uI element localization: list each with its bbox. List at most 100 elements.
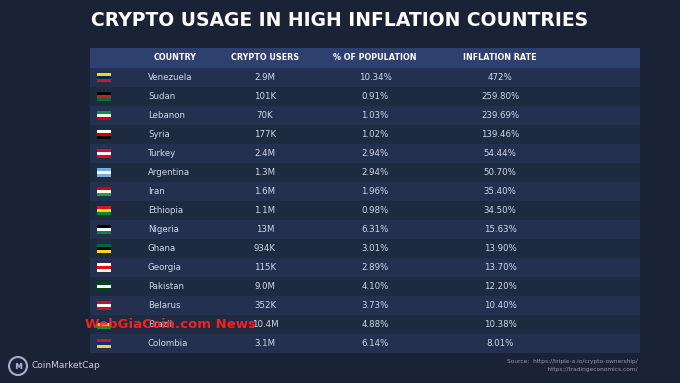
Text: Georgia: Georgia — [148, 263, 182, 272]
Text: 2.4M: 2.4M — [254, 149, 275, 158]
Bar — [97, 320, 111, 323]
Text: 2.9M: 2.9M — [254, 73, 275, 82]
Text: 0.98%: 0.98% — [361, 206, 389, 215]
Bar — [97, 98, 111, 101]
Bar — [97, 190, 111, 193]
Bar — [97, 209, 111, 212]
Text: Brazil: Brazil — [148, 320, 172, 329]
Text: 177K: 177K — [254, 130, 276, 139]
Text: Ghana: Ghana — [148, 244, 176, 253]
Bar — [97, 114, 111, 117]
Text: 34.50%: 34.50% — [483, 206, 516, 215]
Text: 2.89%: 2.89% — [361, 263, 389, 272]
Text: Venezuela: Venezuela — [148, 73, 192, 82]
Bar — [90, 163, 640, 182]
Bar — [90, 106, 640, 125]
Text: 10.40%: 10.40% — [483, 301, 516, 310]
Text: ᴍ: ᴍ — [14, 361, 22, 371]
Bar — [97, 288, 111, 291]
Bar — [90, 296, 640, 315]
Text: 1.3M: 1.3M — [254, 168, 275, 177]
Text: 3.73%: 3.73% — [361, 301, 389, 310]
Bar — [97, 342, 111, 345]
Text: CRYPTO USERS: CRYPTO USERS — [231, 54, 299, 62]
Text: 4.10%: 4.10% — [361, 282, 389, 291]
Text: 10.38%: 10.38% — [483, 320, 516, 329]
Text: 10.4M: 10.4M — [252, 320, 278, 329]
Text: Iran: Iran — [148, 187, 165, 196]
Text: 13M: 13M — [256, 225, 274, 234]
Text: Syria: Syria — [148, 130, 170, 139]
Bar — [97, 231, 111, 234]
Bar — [97, 345, 111, 348]
Bar — [97, 228, 111, 231]
Text: WebGiaCoin.com News: WebGiaCoin.com News — [85, 318, 256, 331]
Bar — [97, 130, 111, 133]
Bar — [97, 247, 111, 250]
Text: 1.02%: 1.02% — [361, 130, 389, 139]
Bar — [90, 334, 640, 353]
Bar — [97, 76, 111, 79]
Bar — [97, 193, 111, 196]
Bar — [90, 201, 640, 220]
Text: 6.31%: 6.31% — [361, 225, 389, 234]
Text: 6.14%: 6.14% — [361, 339, 389, 348]
Text: 15.63%: 15.63% — [483, 225, 516, 234]
Bar — [97, 323, 111, 326]
Text: 934K: 934K — [254, 244, 276, 253]
Bar — [97, 326, 111, 329]
Bar — [97, 304, 111, 307]
Text: 3.1M: 3.1M — [254, 339, 275, 348]
Text: 472%: 472% — [488, 73, 512, 82]
Text: 10.34%: 10.34% — [358, 73, 392, 82]
Text: Belarus: Belarus — [148, 301, 180, 310]
Bar — [97, 187, 111, 190]
Text: Argentina: Argentina — [148, 168, 190, 177]
Text: 13.90%: 13.90% — [483, 244, 516, 253]
Bar — [90, 277, 640, 296]
Bar — [97, 168, 111, 171]
Text: 1.96%: 1.96% — [361, 187, 389, 196]
Bar — [97, 206, 111, 209]
Text: CRYPTO USAGE IN HIGH INFLATION COUNTRIES: CRYPTO USAGE IN HIGH INFLATION COUNTRIES — [91, 11, 589, 31]
Text: Colombia: Colombia — [148, 339, 188, 348]
Text: INFLATION RATE: INFLATION RATE — [463, 54, 537, 62]
Bar — [90, 182, 640, 201]
Bar — [90, 87, 640, 106]
Text: 139.46%: 139.46% — [481, 130, 519, 139]
Text: 2.94%: 2.94% — [361, 149, 389, 158]
Text: 352K: 352K — [254, 301, 276, 310]
Bar — [97, 212, 111, 215]
Text: Lebanon: Lebanon — [148, 111, 185, 120]
Bar — [97, 174, 111, 177]
Text: 70K: 70K — [256, 111, 273, 120]
Bar — [97, 117, 111, 120]
Text: 12.20%: 12.20% — [483, 282, 516, 291]
Bar — [97, 149, 111, 152]
Text: 8.01%: 8.01% — [486, 339, 513, 348]
Text: CoinMarketCap: CoinMarketCap — [32, 362, 101, 370]
Text: Ethiopia: Ethiopia — [148, 206, 183, 215]
Bar — [97, 301, 111, 304]
Bar — [97, 269, 111, 272]
Bar — [97, 133, 111, 136]
Bar — [97, 155, 111, 158]
Bar — [90, 144, 640, 163]
Bar — [97, 92, 111, 95]
Bar — [97, 266, 111, 269]
Bar — [97, 79, 111, 82]
Bar — [97, 73, 111, 76]
Bar — [97, 225, 111, 228]
Text: Turkey: Turkey — [148, 149, 176, 158]
Text: 0.91%: 0.91% — [361, 92, 389, 101]
Text: 54.44%: 54.44% — [483, 149, 516, 158]
Text: 101K: 101K — [254, 92, 276, 101]
Bar — [97, 111, 111, 114]
Bar — [97, 171, 111, 174]
Bar — [97, 250, 111, 253]
Text: 1.03%: 1.03% — [361, 111, 389, 120]
Text: 1.6M: 1.6M — [254, 187, 275, 196]
Bar — [90, 48, 640, 68]
Text: 35.40%: 35.40% — [483, 187, 516, 196]
Text: COUNTRY: COUNTRY — [154, 54, 197, 62]
